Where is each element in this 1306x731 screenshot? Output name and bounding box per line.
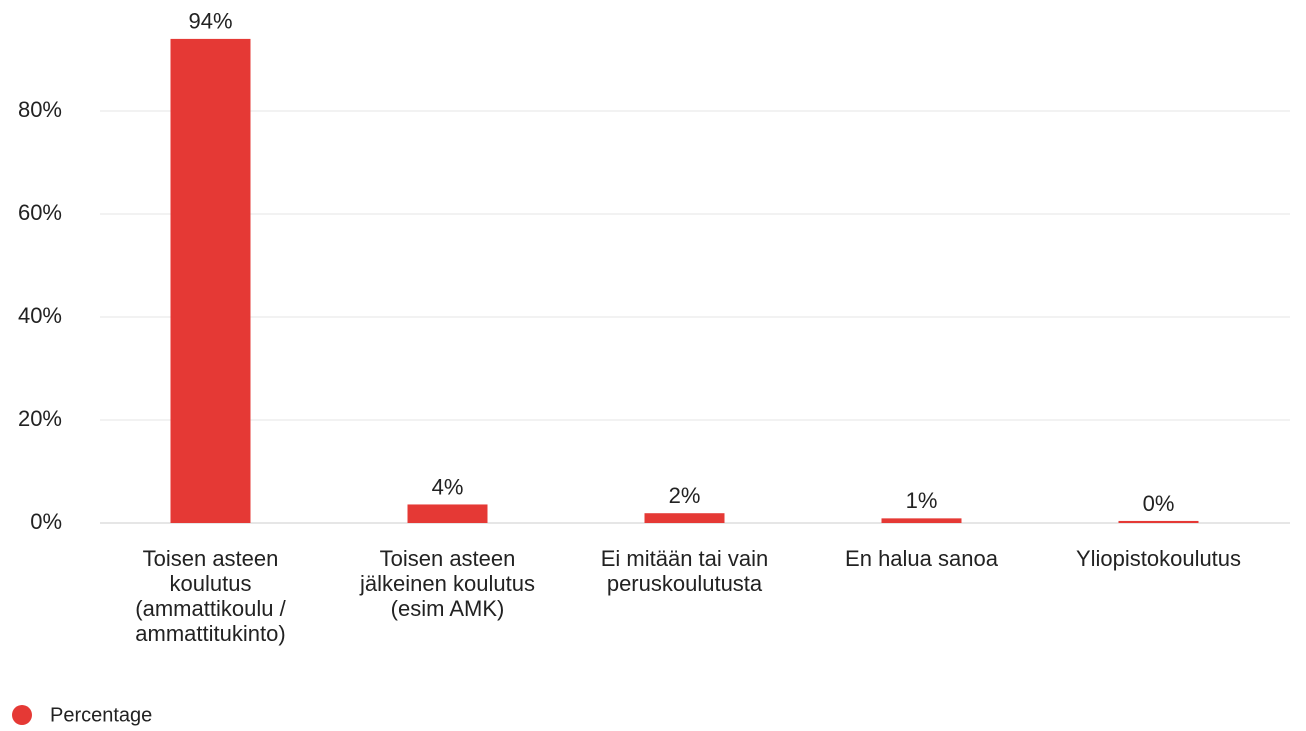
bar xyxy=(644,513,725,523)
y-tick-label: 80% xyxy=(18,97,62,122)
legend-label: Percentage xyxy=(50,704,152,726)
data-label: 1% xyxy=(906,488,938,513)
bar xyxy=(1118,520,1199,523)
data-label: 2% xyxy=(669,483,701,508)
bar xyxy=(170,38,251,524)
y-tick-label: 60% xyxy=(18,200,62,225)
x-tick-label: Toisen asteen jälkeinen koulutus (esim A… xyxy=(360,546,535,621)
bar xyxy=(881,518,962,523)
y-tick-label: 20% xyxy=(18,406,62,431)
data-label: 4% xyxy=(432,474,464,499)
x-tick-label: Toisen asteen koulutus (ammattikoulu / a… xyxy=(135,546,286,646)
bar xyxy=(407,504,488,523)
data-label: 0% xyxy=(1143,491,1175,516)
legend-marker xyxy=(12,705,32,725)
y-tick-label: 0% xyxy=(30,509,62,534)
x-tick-label: En halua sanoa xyxy=(845,546,998,571)
data-label: 94% xyxy=(188,9,232,34)
x-tick-label: Ei mitään tai vain peruskoulutusta xyxy=(600,546,769,596)
x-tick-label: Yliopistokoulutus xyxy=(1075,546,1242,571)
y-tick-label: 40% xyxy=(18,303,62,328)
